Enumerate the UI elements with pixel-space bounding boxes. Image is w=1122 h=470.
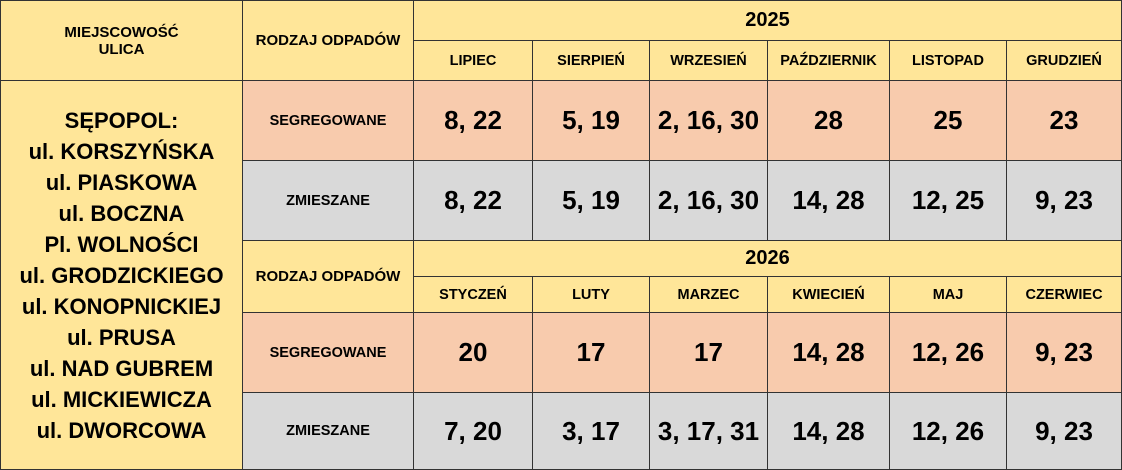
street-item: ul. DWORCOWA (36, 417, 207, 443)
waste-type-zmieszane: ZMIESZANE (242, 392, 414, 470)
month-header: MAJ (889, 276, 1007, 313)
location-header: MIEJSCOWOŚĆ ULICA (0, 0, 243, 81)
street-item: ul. PIASKOWA (45, 169, 198, 195)
year-2026-header: 2026 (412, 240, 1122, 277)
street-item: ul. BOCZNA (58, 200, 185, 226)
street-item: ul. PRUSA (67, 324, 176, 350)
street-item: ul. KORSZYŃSKA (28, 138, 215, 164)
town-name: SĘPOPOL: (64, 107, 179, 133)
date-cell: 3, 17 (532, 392, 650, 470)
date-cell: 9, 23 (1005, 160, 1122, 241)
street-item: ul. GRODZICKIEGO (19, 262, 224, 288)
date-cell: 12, 26 (889, 392, 1007, 470)
date-cell: 25 (889, 80, 1007, 161)
date-cell: 9, 23 (1005, 392, 1122, 470)
date-cell: 12, 25 (889, 160, 1007, 241)
waste-type-header-2026: RODZAJ ODPADÓW (242, 240, 414, 313)
waste-type-segregowane: SEGREGOWANE (242, 312, 414, 393)
date-cell: 14, 28 (767, 312, 890, 393)
year-2025-header: 2025 (412, 0, 1122, 41)
date-cell: 23 (1005, 80, 1122, 161)
date-cell: 28 (767, 80, 890, 161)
month-header: LUTY (532, 276, 650, 313)
street-item: ul. NAD GUBREM (29, 355, 214, 381)
month-header: LISTOPAD (889, 40, 1007, 81)
date-cell: 2, 16, 30 (649, 80, 768, 161)
date-cell: 17 (649, 312, 768, 393)
month-header: PAŹDZIERNIK (767, 40, 890, 81)
location-header-line-2: ULICA (98, 40, 145, 58)
date-cell: 2, 16, 30 (649, 160, 768, 241)
date-cell: 12, 26 (889, 312, 1007, 393)
date-cell: 14, 28 (767, 392, 890, 470)
date-cell: 8, 22 (413, 160, 533, 241)
date-cell: 20 (413, 312, 533, 393)
waste-type-header-2025: RODZAJ ODPADÓW (242, 0, 414, 81)
date-cell: 17 (532, 312, 650, 393)
waste-type-zmieszane: ZMIESZANE (242, 160, 414, 241)
location-cell: SĘPOPOL: ul. KORSZYŃSKA ul. PIASKOWA ul.… (0, 80, 243, 470)
month-header: STYCZEŃ (413, 276, 533, 313)
month-header: KWIECIEŃ (767, 276, 890, 313)
street-item: ul. MICKIEWICZA (31, 386, 212, 412)
date-cell: 8, 22 (413, 80, 533, 161)
date-cell: 7, 20 (413, 392, 533, 470)
waste-type-segregowane: SEGREGOWANE (242, 80, 414, 161)
street-item: Pl. WOLNOŚCI (44, 231, 199, 257)
month-header: CZERWIEC (1005, 276, 1122, 313)
month-header: GRUDZIEŃ (1005, 40, 1122, 81)
month-header: LIPIEC (413, 40, 533, 81)
date-cell: 5, 19 (532, 160, 650, 241)
month-header: MARZEC (649, 276, 768, 313)
month-header: WRZESIEŃ (649, 40, 768, 81)
date-cell: 14, 28 (767, 160, 890, 241)
date-cell: 3, 17, 31 (649, 392, 768, 470)
date-cell: 5, 19 (532, 80, 650, 161)
date-cell: 9, 23 (1005, 312, 1122, 393)
location-header-line-1: MIEJSCOWOŚĆ (64, 23, 179, 41)
street-item: ul. KONOPNICKIEJ (21, 293, 222, 319)
month-header: SIERPIEŃ (532, 40, 650, 81)
